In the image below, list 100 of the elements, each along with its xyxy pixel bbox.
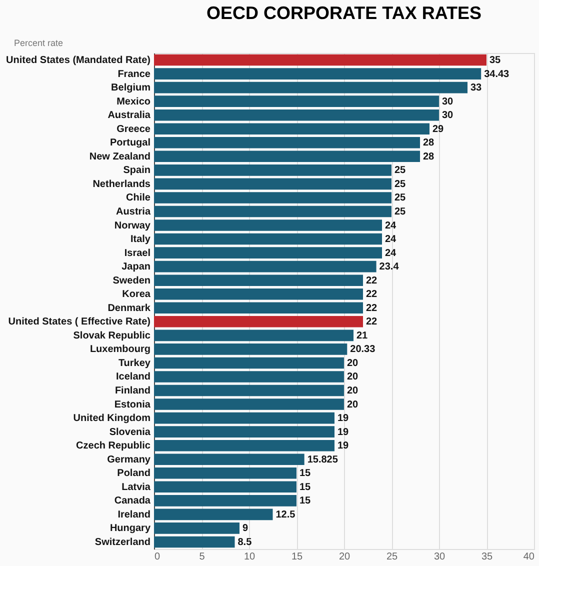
y-tick-label: Ireland <box>118 509 150 520</box>
x-tick-label: 25 <box>386 552 398 562</box>
data-label: 22 <box>366 289 378 300</box>
y-tick-label: Spain <box>123 165 150 176</box>
y-tick-label: Turkey <box>118 358 151 369</box>
y-tick-label: Czech Republic <box>76 440 151 452</box>
y-tick-label: Mexico <box>116 96 150 108</box>
data-label: 22 <box>366 275 378 286</box>
y-tick-label: United Kingdom <box>73 413 151 424</box>
x-tick-label: 5 <box>199 552 206 562</box>
y-tick-label: Austria <box>116 206 151 218</box>
y-tick-label: Chile <box>126 192 151 204</box>
data-label: 20.33 <box>350 344 376 356</box>
bar <box>154 137 420 148</box>
bar <box>154 302 363 314</box>
y-tick-label: Norway <box>114 220 151 232</box>
bar <box>154 316 363 328</box>
bar <box>154 150 420 162</box>
bar <box>154 440 334 452</box>
bar <box>154 96 439 107</box>
data-label: 20 <box>347 399 359 410</box>
data-label: 19 <box>338 440 350 452</box>
data-label: 22 <box>366 316 378 328</box>
bar <box>154 426 334 438</box>
y-tick-label: United States ( Effective Rate) <box>8 316 150 328</box>
data-label: 24 <box>385 234 397 246</box>
data-label: 9 <box>242 523 248 534</box>
y-tick-label: Greece <box>116 124 151 135</box>
y-tick-label: Iceland <box>116 372 150 383</box>
bar <box>154 508 273 520</box>
bar <box>154 454 304 465</box>
y-tick-label: Japan <box>122 262 150 273</box>
bar <box>154 467 296 479</box>
data-label: 25 <box>394 178 406 190</box>
x-tick-label: 0 <box>154 552 160 562</box>
y-tick-label: Belgium <box>111 82 151 94</box>
bar <box>154 123 430 135</box>
y-tick-label: Italy <box>130 234 151 246</box>
data-label: 15 <box>300 468 312 480</box>
data-label: 8.5 <box>238 536 252 548</box>
bar <box>154 247 382 258</box>
data-label: 15 <box>300 482 312 493</box>
x-tick-label: 35 <box>481 552 493 562</box>
y-tick-label: Poland <box>117 468 150 480</box>
y-tick-label: Luxembourg <box>90 344 150 356</box>
data-label: 19 <box>338 426 350 438</box>
bar <box>154 412 334 424</box>
y-tick-label: Latvia <box>122 482 151 493</box>
chart-title: OECD CORPORATE TAX RATES <box>206 3 482 23</box>
y-tick-label: New Zealand <box>89 151 150 162</box>
bar <box>154 384 344 396</box>
y-tick-label: Estonia <box>114 399 151 410</box>
y-tick-label: Denmark <box>108 302 151 314</box>
data-label: 15.825 <box>307 454 338 466</box>
y-tick-label: Australia <box>108 110 151 122</box>
data-label: 29 <box>432 124 444 135</box>
bar <box>154 371 344 382</box>
x-tick-label: 30 <box>434 552 446 562</box>
bar <box>154 260 376 272</box>
bar <box>154 109 439 121</box>
data-label: 20 <box>347 358 359 369</box>
x-axis-title: Percent rate <box>14 38 64 48</box>
y-tick-label: Sweden <box>112 275 150 286</box>
bar <box>154 495 296 506</box>
data-label: 35 <box>490 55 502 66</box>
data-label: 28 <box>423 138 435 149</box>
y-tick-label: Israel <box>124 248 151 259</box>
bar <box>154 220 382 231</box>
bar <box>154 54 486 66</box>
y-tick-label: Canada <box>114 496 151 507</box>
bar <box>154 192 392 204</box>
data-label: 20 <box>347 372 359 383</box>
x-tick-label: 15 <box>291 552 303 562</box>
y-tick-label: Slovenia <box>109 426 151 438</box>
y-tick-label: United States (Mandated Rate) <box>6 55 150 66</box>
data-label: 21 <box>356 330 368 342</box>
bar <box>154 274 363 286</box>
bar <box>154 357 344 369</box>
y-tick-label: Finland <box>114 386 150 397</box>
x-tick-label: 10 <box>244 552 256 562</box>
x-tick-label: 20 <box>338 552 350 562</box>
data-label: 20 <box>347 386 359 397</box>
bar <box>154 68 482 80</box>
data-label: 30 <box>442 110 454 122</box>
bar <box>154 344 348 355</box>
bar <box>154 398 344 410</box>
y-tick-label: Portugal <box>110 138 151 149</box>
y-tick-label: Switzerland <box>94 536 150 548</box>
data-label: 34.43 <box>484 68 510 80</box>
data-label: 30 <box>442 96 454 108</box>
data-label: 25 <box>394 206 406 218</box>
x-tick-label: 40 <box>523 552 535 562</box>
bar <box>154 536 235 548</box>
data-label: 19 <box>338 413 350 424</box>
y-tick-label: Netherlands <box>92 178 151 190</box>
data-label: 33 <box>470 82 482 94</box>
y-tick-label: Slovak Republic <box>73 330 151 342</box>
data-label: 22 <box>366 302 378 314</box>
y-tick-label: Germany <box>107 454 151 466</box>
bar <box>154 178 392 190</box>
